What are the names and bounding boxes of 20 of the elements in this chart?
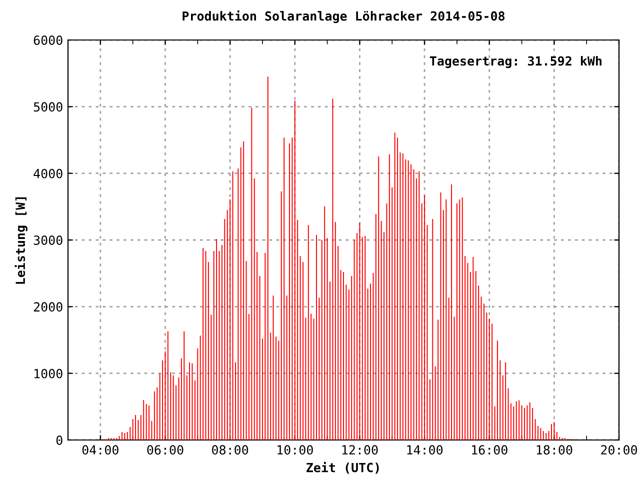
y-tick-label: 3000: [34, 236, 62, 245]
y-tick-label: 6000: [34, 36, 62, 45]
annotation: Tagesertrag: 31.592 kWh: [430, 56, 602, 68]
x-tick-label: 10:00: [278, 445, 313, 455]
y-axis-title: Leistung [W]: [14, 197, 28, 284]
x-tick-label: 20:00: [601, 445, 638, 455]
x-tick-label: 18:00: [536, 445, 572, 455]
x-tick-label: 12:00: [342, 445, 378, 455]
x-tick-label: 06:00: [147, 445, 184, 455]
y-tick-label: 5000: [34, 102, 62, 112]
x-axis-title: Zeit (UTC): [306, 462, 379, 474]
y-tick-label: 0: [56, 436, 62, 445]
chart-title: Produktion Solaranlage Löhracker 2014-05-08: [182, 10, 505, 24]
y-tick-label: 2000: [34, 302, 62, 312]
y-tick-label: 4000: [34, 168, 62, 178]
x-tick-label: 04:00: [82, 445, 118, 455]
y-tick-label: 1000: [34, 368, 62, 378]
x-tick-label: 14:00: [407, 445, 443, 455]
x-tick-label: 08:00: [212, 445, 248, 455]
x-tick-label: 16:00: [472, 445, 508, 455]
